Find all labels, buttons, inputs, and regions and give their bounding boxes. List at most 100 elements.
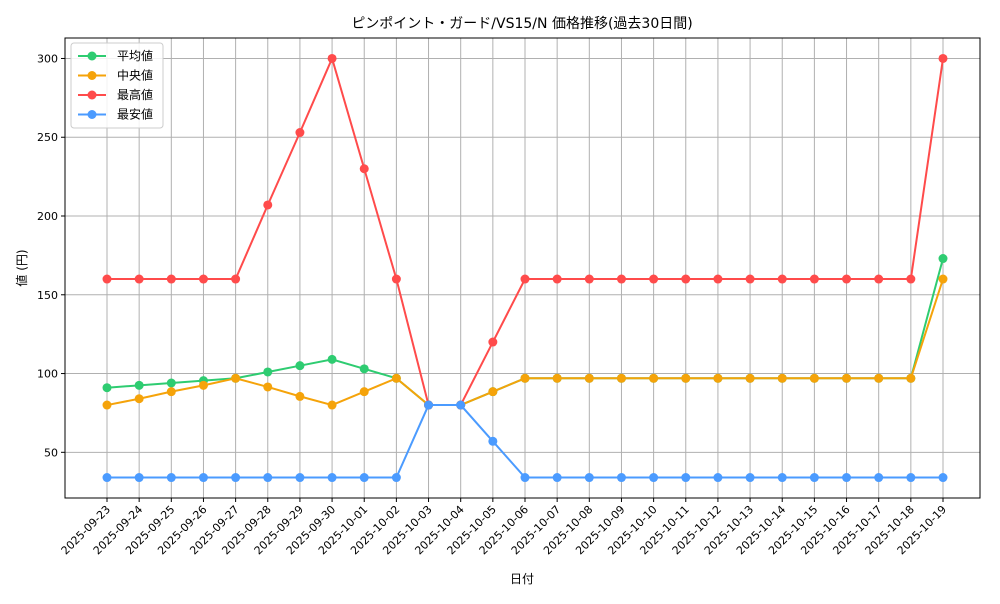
series-lines <box>102 53 948 483</box>
data-point <box>842 274 852 284</box>
data-point <box>520 373 530 383</box>
data-point <box>777 373 787 383</box>
data-point <box>616 274 626 284</box>
data-point <box>552 373 562 383</box>
data-point <box>552 473 562 483</box>
data-point <box>777 473 787 483</box>
data-point <box>777 274 787 284</box>
data-point <box>713 274 723 284</box>
data-point <box>231 473 241 483</box>
legend-marker <box>87 90 97 100</box>
data-point <box>231 274 241 284</box>
data-point <box>584 473 594 483</box>
data-point <box>745 473 755 483</box>
y-tick-label: 250 <box>37 131 58 144</box>
data-point <box>231 373 241 383</box>
x-axis: 2025-09-232025-09-242025-09-252025-09-26… <box>59 498 949 557</box>
data-point <box>134 473 144 483</box>
data-point <box>938 274 948 284</box>
data-point <box>584 373 594 383</box>
data-point <box>134 394 144 404</box>
data-point <box>649 373 659 383</box>
chart-title: ピンポイント・ガード/VS15/N 価格推移(過去30日間) <box>351 16 692 32</box>
data-point <box>488 436 498 446</box>
data-point <box>616 373 626 383</box>
legend-label: 最安値 <box>117 107 153 122</box>
data-point <box>552 274 562 284</box>
data-point <box>263 200 273 210</box>
data-point <box>745 373 755 383</box>
data-point <box>424 400 434 410</box>
data-point <box>327 354 337 364</box>
data-point <box>102 274 112 284</box>
data-point <box>327 53 337 63</box>
data-point <box>745 274 755 284</box>
data-point <box>616 473 626 483</box>
data-point <box>938 254 948 264</box>
data-point <box>295 473 305 483</box>
data-point <box>102 400 112 410</box>
data-point <box>166 473 176 483</box>
data-point <box>102 383 112 393</box>
data-point <box>874 373 884 383</box>
data-point <box>391 274 401 284</box>
legend-label: 中央値 <box>117 68 153 83</box>
data-point <box>842 473 852 483</box>
data-point <box>681 274 691 284</box>
data-point <box>166 387 176 397</box>
data-point <box>713 373 723 383</box>
y-tick-label: 100 <box>37 368 58 381</box>
data-point <box>102 473 112 483</box>
data-point <box>359 387 369 397</box>
y-axis: 50 100 150 200 250 300 <box>37 52 65 459</box>
y-axis-label: 値 (円) <box>14 249 29 286</box>
data-point <box>842 373 852 383</box>
data-point <box>520 274 530 284</box>
series-3 <box>102 400 948 483</box>
grid <box>65 38 980 498</box>
data-point <box>295 391 305 401</box>
y-tick-label: 300 <box>37 52 58 65</box>
data-point <box>134 380 144 390</box>
data-point <box>359 164 369 174</box>
legend-marker <box>87 110 97 119</box>
data-point <box>681 473 691 483</box>
data-point <box>295 361 305 371</box>
data-point <box>198 473 208 483</box>
data-point <box>938 53 948 63</box>
data-point <box>263 473 273 483</box>
data-point <box>198 380 208 390</box>
data-point <box>584 274 594 284</box>
data-point <box>713 473 723 483</box>
plot-frame <box>64 37 981 499</box>
data-point <box>359 473 369 483</box>
data-point <box>906 473 916 483</box>
data-point <box>809 373 819 383</box>
data-point <box>391 373 401 383</box>
data-point <box>809 274 819 284</box>
data-point <box>520 473 530 483</box>
data-point <box>906 373 916 383</box>
data-point <box>649 274 659 284</box>
legend-label: 平均値 <box>117 48 153 63</box>
data-point <box>134 274 144 284</box>
legend-marker <box>87 51 97 61</box>
data-point <box>874 274 884 284</box>
data-point <box>327 400 337 410</box>
data-point <box>166 378 176 388</box>
data-point <box>263 367 273 377</box>
data-point <box>938 473 948 483</box>
data-point <box>295 128 305 138</box>
data-point <box>166 274 176 284</box>
y-tick-label: 50 <box>44 446 58 459</box>
data-point <box>488 387 498 397</box>
data-point <box>456 400 466 410</box>
data-point <box>681 373 691 383</box>
data-point <box>391 473 401 483</box>
x-axis-label: 日付 <box>510 572 534 586</box>
data-point <box>906 274 916 284</box>
data-point <box>488 337 498 347</box>
data-point <box>809 473 819 483</box>
